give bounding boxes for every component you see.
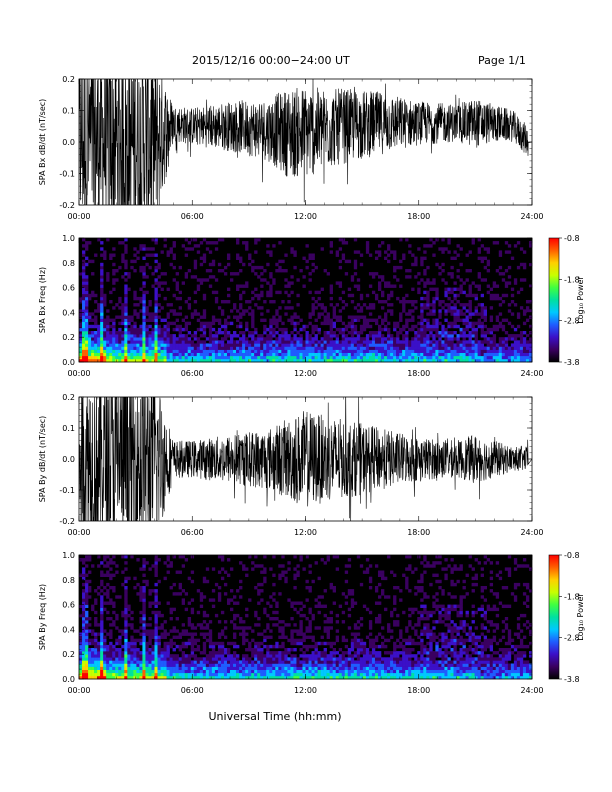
colorbar-tick-label: -1.8 bbox=[564, 275, 580, 284]
panels: 0.2 0.1 0.0 -0.1 -0.2 SPA Bx dB/dt (nT/sec) 00… bbox=[38, 75, 585, 695]
colorbar-label: Log₁₀ Power bbox=[576, 593, 585, 641]
y-tick-label: 1.0 bbox=[62, 551, 75, 560]
x-tick-label: 24:00 bbox=[520, 212, 543, 221]
y-tick-label: 0.0 bbox=[62, 675, 75, 684]
x-tick-label: 12:00 bbox=[294, 528, 317, 537]
y-tick-label: 0.8 bbox=[62, 259, 75, 268]
y-tick-label: 0.2 bbox=[62, 393, 75, 402]
x-tick-label: 24:00 bbox=[520, 686, 543, 695]
colorbar: -0.8 -1.8 -2.8 -3.8 Log₁₀ Power bbox=[548, 234, 585, 367]
x-tick-label: 00:00 bbox=[67, 686, 90, 695]
x-tick-label: 00:00 bbox=[67, 212, 90, 221]
colorbar-tick-label: -3.8 bbox=[564, 675, 580, 684]
heatmap-cells bbox=[79, 238, 533, 363]
x-tick-label: 24:00 bbox=[520, 528, 543, 537]
x-tick-label: 24:00 bbox=[520, 369, 543, 378]
y-tick-label: 0.8 bbox=[62, 576, 75, 585]
x-tick-label: 00:00 bbox=[67, 369, 90, 378]
y-tick-label: 0.0 bbox=[62, 138, 75, 147]
y-tick-label: 0.4 bbox=[62, 308, 75, 317]
y-tick-label: 0.2 bbox=[62, 333, 75, 342]
colorbar: -0.8 -1.8 -2.8 -3.8 Log₁₀ Power bbox=[548, 551, 585, 684]
y-tick-label: 0.6 bbox=[62, 284, 75, 293]
y-tick-label: -0.1 bbox=[59, 170, 75, 179]
x-tick-label: 06:00 bbox=[181, 686, 204, 695]
x-tick-label: 06:00 bbox=[181, 369, 204, 378]
panel-by-timeseries: 0.2 0.1 0.0 -0.1 -0.2 SPA By dB/dt (nT/sec) 00… bbox=[38, 393, 544, 537]
y-tick-label: 1.0 bbox=[62, 234, 75, 243]
x-tick-label: 18:00 bbox=[407, 369, 430, 378]
figure-title: 2015/12/16 00:00−24:00 UT bbox=[192, 54, 350, 67]
colorbar-tick-label: -1.8 bbox=[564, 592, 580, 601]
y-axis-label: SPA By Freq (Hz) bbox=[38, 584, 47, 650]
x-tick-label: 12:00 bbox=[294, 369, 317, 378]
x-tick-label: 12:00 bbox=[294, 212, 317, 221]
x-tick-label: 18:00 bbox=[407, 686, 430, 695]
colorbar-label: Log₁₀ Power bbox=[576, 276, 585, 324]
y-tick-label: -0.2 bbox=[59, 517, 75, 526]
y-tick-label: 0.4 bbox=[62, 625, 75, 634]
colorbar-scale bbox=[548, 554, 560, 680]
y-tick-label: 0.1 bbox=[62, 107, 75, 116]
y-tick-label: 0.0 bbox=[62, 358, 75, 367]
y-axis-label: SPA Bx dB/dt (nT/sec) bbox=[38, 99, 47, 186]
y-axis-label: SPA By dB/dt (nT/sec) bbox=[38, 416, 47, 503]
panel-bx-spectrogram: -0.8 -1.8 -2.8 -3.8 Log₁₀ Power 1.0 0.8 0.6 0.4 0… bbox=[38, 234, 585, 378]
colorbar-tick-label: -2.8 bbox=[564, 634, 580, 643]
panel-bx-timeseries: 0.2 0.1 0.0 -0.1 -0.2 SPA Bx dB/dt (nT/sec) 00… bbox=[38, 75, 544, 221]
x-tick-label: 18:00 bbox=[407, 212, 430, 221]
colorbar-scale bbox=[548, 237, 560, 363]
y-tick-label: 0.2 bbox=[62, 650, 75, 659]
x-tick-label: 12:00 bbox=[294, 686, 317, 695]
x-tick-label: 18:00 bbox=[407, 528, 430, 537]
series-line bbox=[79, 79, 532, 205]
y-tick-label: 0.6 bbox=[62, 601, 75, 610]
x-axis-label: Universal Time (hh:mm) bbox=[209, 710, 342, 723]
x-tick-label: 00:00 bbox=[67, 528, 90, 537]
y-tick-label: 0.0 bbox=[62, 455, 75, 464]
x-tick-label: 06:00 bbox=[181, 212, 204, 221]
y-tick-label: 0.1 bbox=[62, 424, 75, 433]
panel-by-spectrogram: -0.8 -1.8 -2.8 -3.8 Log₁₀ Power 1.0 0.8 0.6 0.4 0… bbox=[38, 551, 585, 695]
x-tick-label: 06:00 bbox=[181, 528, 204, 537]
colorbar-tick-label: -0.8 bbox=[564, 234, 580, 243]
colorbar-tick-label: -0.8 bbox=[564, 551, 580, 560]
series-line bbox=[79, 397, 532, 521]
y-axis-label: SPA Bx Freq (Hz) bbox=[38, 267, 47, 333]
y-tick-label: -0.2 bbox=[59, 201, 75, 210]
colorbar-tick-label: -2.8 bbox=[564, 317, 580, 326]
y-tick-label: 0.2 bbox=[62, 75, 75, 84]
colorbar-tick-label: -3.8 bbox=[564, 358, 580, 367]
heatmap-cells bbox=[79, 555, 533, 680]
page-indicator: Page 1/1 bbox=[478, 54, 526, 67]
y-tick-label: -0.1 bbox=[59, 486, 75, 495]
